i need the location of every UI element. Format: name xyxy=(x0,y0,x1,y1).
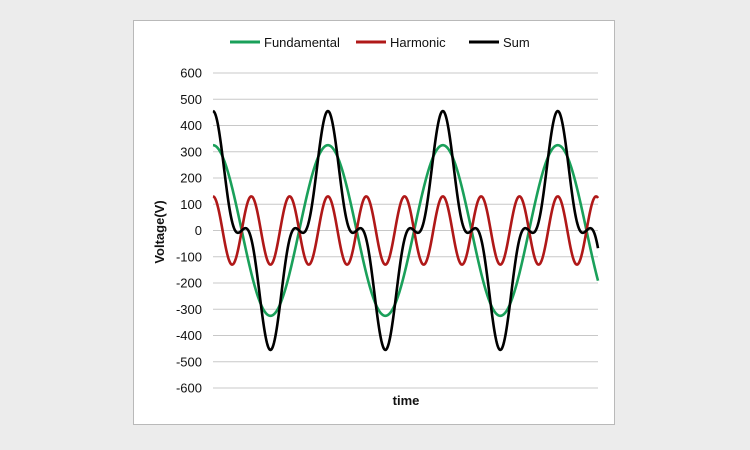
y-tick-label: 100 xyxy=(180,197,202,212)
y-tick-label: -100 xyxy=(176,249,202,264)
chart-frame: 600 500 400 300 200 100 0 -100 -200 -300 -400 -500 -… xyxy=(133,20,615,425)
legend-label-harmonic: Harmonic xyxy=(390,35,446,50)
series-line-harmonic xyxy=(212,195,600,266)
x-axis-title: time xyxy=(393,393,420,408)
series-line-sum xyxy=(212,109,600,352)
y-tick-label: -300 xyxy=(176,302,202,317)
y-axis-title: Voltage(V) xyxy=(152,200,167,263)
legend-label-fundamental: Fundamental xyxy=(264,35,340,50)
y-tick-label: 0 xyxy=(195,223,202,238)
legend-label-sum: Sum xyxy=(503,35,530,50)
legend: Fundamental Harmonic Sum xyxy=(230,35,530,50)
y-tick-label: -500 xyxy=(176,354,202,369)
y-tick-label: 500 xyxy=(180,92,202,107)
y-tick-label: 200 xyxy=(180,171,202,186)
series-line-fundamental xyxy=(212,143,600,318)
y-tick-label: -200 xyxy=(176,276,202,291)
y-tick-label: 600 xyxy=(180,66,202,81)
series-lines xyxy=(212,109,600,352)
y-tick-labels: 600 500 400 300 200 100 0 -100 -200 -300 -400 -500 -… xyxy=(176,66,202,396)
y-tick-label: -600 xyxy=(176,381,202,396)
y-tick-label: 400 xyxy=(180,118,202,133)
y-tick-label: 300 xyxy=(180,144,202,159)
voltage-chart: 600 500 400 300 200 100 0 -100 -200 -300 -400 -500 -… xyxy=(152,35,600,408)
gridlines xyxy=(213,72,598,389)
y-tick-label: -400 xyxy=(176,328,202,343)
